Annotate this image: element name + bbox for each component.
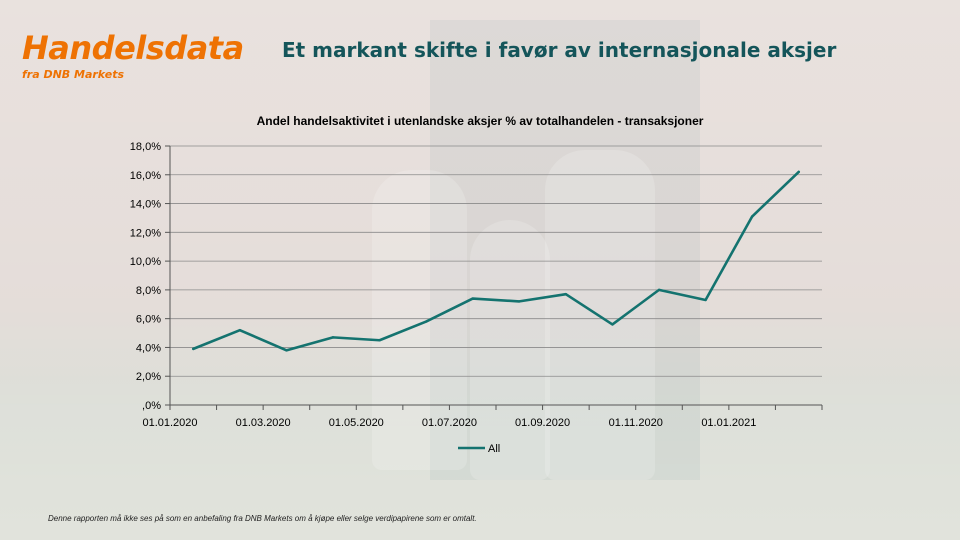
- x-tick-label: 01.01.2020: [142, 417, 197, 429]
- x-tick-label: 01.05.2020: [329, 417, 384, 429]
- background-door: [430, 20, 700, 480]
- x-tick-label: 01.07.2020: [422, 417, 477, 429]
- x-tick-label: 01.09.2020: [515, 417, 570, 429]
- y-tick-label: 16,0%: [130, 170, 161, 182]
- legend-label-all: All: [488, 443, 500, 455]
- y-tick-label: 8,0%: [136, 285, 161, 297]
- data-point: [611, 323, 614, 326]
- y-tick-label: 10,0%: [130, 256, 161, 268]
- data-point: [285, 349, 288, 352]
- data-point: [518, 300, 521, 303]
- data-point: [657, 288, 661, 292]
- y-tick-label: 12,0%: [130, 227, 161, 239]
- data-point: [797, 170, 800, 174]
- y-tick-label: ,0%: [142, 400, 161, 412]
- data-point: [424, 320, 428, 323]
- data-point: [704, 298, 707, 302]
- data-point: [331, 336, 335, 339]
- data-point: [750, 215, 754, 218]
- chart-title: Andel handelsaktivitet i utenlandske aks…: [256, 114, 704, 128]
- y-tick-label: 18,0%: [130, 141, 161, 153]
- brand-title: Handelsdata: [22, 29, 244, 67]
- disclaimer-text: Denne rapporten må ikke ses på som en an…: [48, 514, 477, 523]
- brand-subtitle: fra DNB Markets: [22, 68, 124, 81]
- y-tick-label: 2,0%: [136, 371, 161, 383]
- y-tick-label: 6,0%: [136, 314, 161, 326]
- background-person-left: [372, 170, 467, 470]
- data-point: [192, 347, 195, 351]
- y-tick-label: 14,0%: [130, 199, 161, 211]
- series-line-all: [191, 170, 801, 352]
- brand-logo: Handelsdata fra DNB Markets: [22, 30, 244, 81]
- data-point: [238, 328, 242, 332]
- data-point: [378, 339, 381, 342]
- y-tick-label: 4,0%: [136, 342, 161, 354]
- data-point: [564, 293, 568, 296]
- background-person-middle: [470, 220, 550, 480]
- x-tick-label: 01.01.2021: [701, 417, 756, 429]
- x-tick-label: 01.11.2020: [609, 417, 663, 429]
- x-tick-label: 01.03.2020: [236, 417, 291, 429]
- data-point: [471, 297, 474, 300]
- page-headline: Et markant skifte i favør av internasjon…: [282, 38, 837, 62]
